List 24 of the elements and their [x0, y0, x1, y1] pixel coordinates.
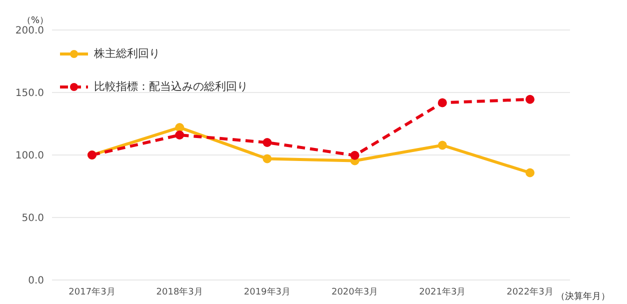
x-tick-label: 2018年3月 [156, 286, 203, 298]
x-tick-label: 2019年3月 [244, 286, 291, 298]
x-axis-title: （決算年月） [556, 290, 610, 303]
point [262, 138, 272, 147]
point [175, 123, 184, 132]
x-tick-label: 2021年3月 [419, 286, 466, 298]
legend-label: 比較指標：配当込みの総利回り [94, 79, 248, 94]
point [175, 130, 184, 140]
y-tick-label: 0.0 [28, 276, 44, 287]
x-tick-label: 2020年3月 [331, 286, 378, 298]
x-tick-label: 2022年3月 [506, 286, 554, 298]
y-tick-label: 200.0 [15, 26, 44, 37]
point [262, 154, 272, 164]
point [438, 140, 447, 150]
y-tick-label: 50.0 [22, 213, 44, 224]
point [438, 98, 447, 108]
point [526, 94, 534, 104]
legend-label: 株主総利回り [94, 46, 160, 61]
x-tick-label: 2017年3月 [68, 286, 116, 298]
y-axis-title: （%） [22, 15, 49, 26]
y-tick-label: 100.0 [15, 150, 44, 162]
point [350, 150, 360, 160]
point [526, 168, 534, 178]
y-tick-label: 150.0 [15, 88, 44, 100]
